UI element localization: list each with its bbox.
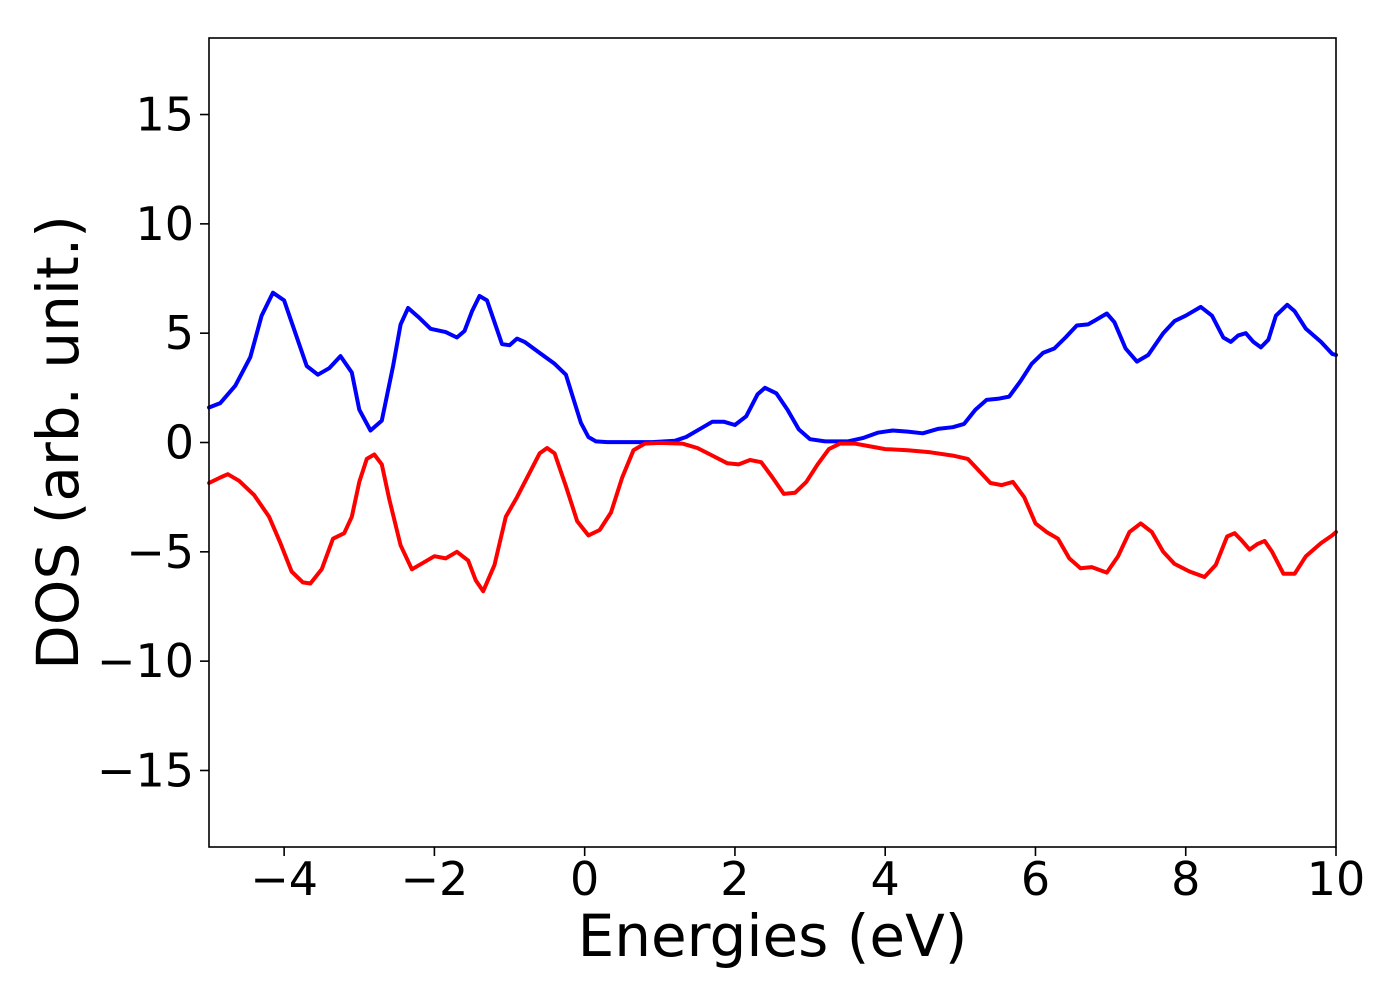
dos-series-2-line bbox=[207, 440, 1338, 594]
x-tick-label: 8 bbox=[1171, 852, 1200, 906]
x-tick-label: 4 bbox=[871, 852, 900, 906]
x-tick-label: 2 bbox=[720, 852, 749, 906]
y-axis-label: DOS (arb. unit.) bbox=[24, 215, 92, 670]
y-tick-label: 5 bbox=[165, 306, 194, 360]
series-layer bbox=[207, 290, 1338, 594]
dos-series-1-line bbox=[207, 290, 1338, 445]
y-tick-label: −15 bbox=[97, 743, 194, 797]
y-tick-label: 15 bbox=[135, 88, 194, 142]
x-axis: −4 −2 0 2 4 6 8 10 bbox=[250, 847, 1365, 906]
x-tick-label: −2 bbox=[400, 852, 468, 906]
x-tick-label: −4 bbox=[250, 852, 318, 906]
y-tick-label: −10 bbox=[97, 634, 194, 688]
x-tick-label: 0 bbox=[570, 852, 599, 906]
x-tick-label: 6 bbox=[1021, 852, 1050, 906]
y-tick-label: −5 bbox=[126, 525, 194, 579]
y-axis: −15 −10 −5 0 5 10 15 bbox=[97, 88, 209, 797]
x-tick-label: 10 bbox=[1307, 852, 1366, 906]
y-tick-label: 0 bbox=[165, 416, 194, 470]
y-tick-label: 10 bbox=[135, 197, 194, 251]
x-axis-label: Energies (eV) bbox=[578, 902, 968, 970]
